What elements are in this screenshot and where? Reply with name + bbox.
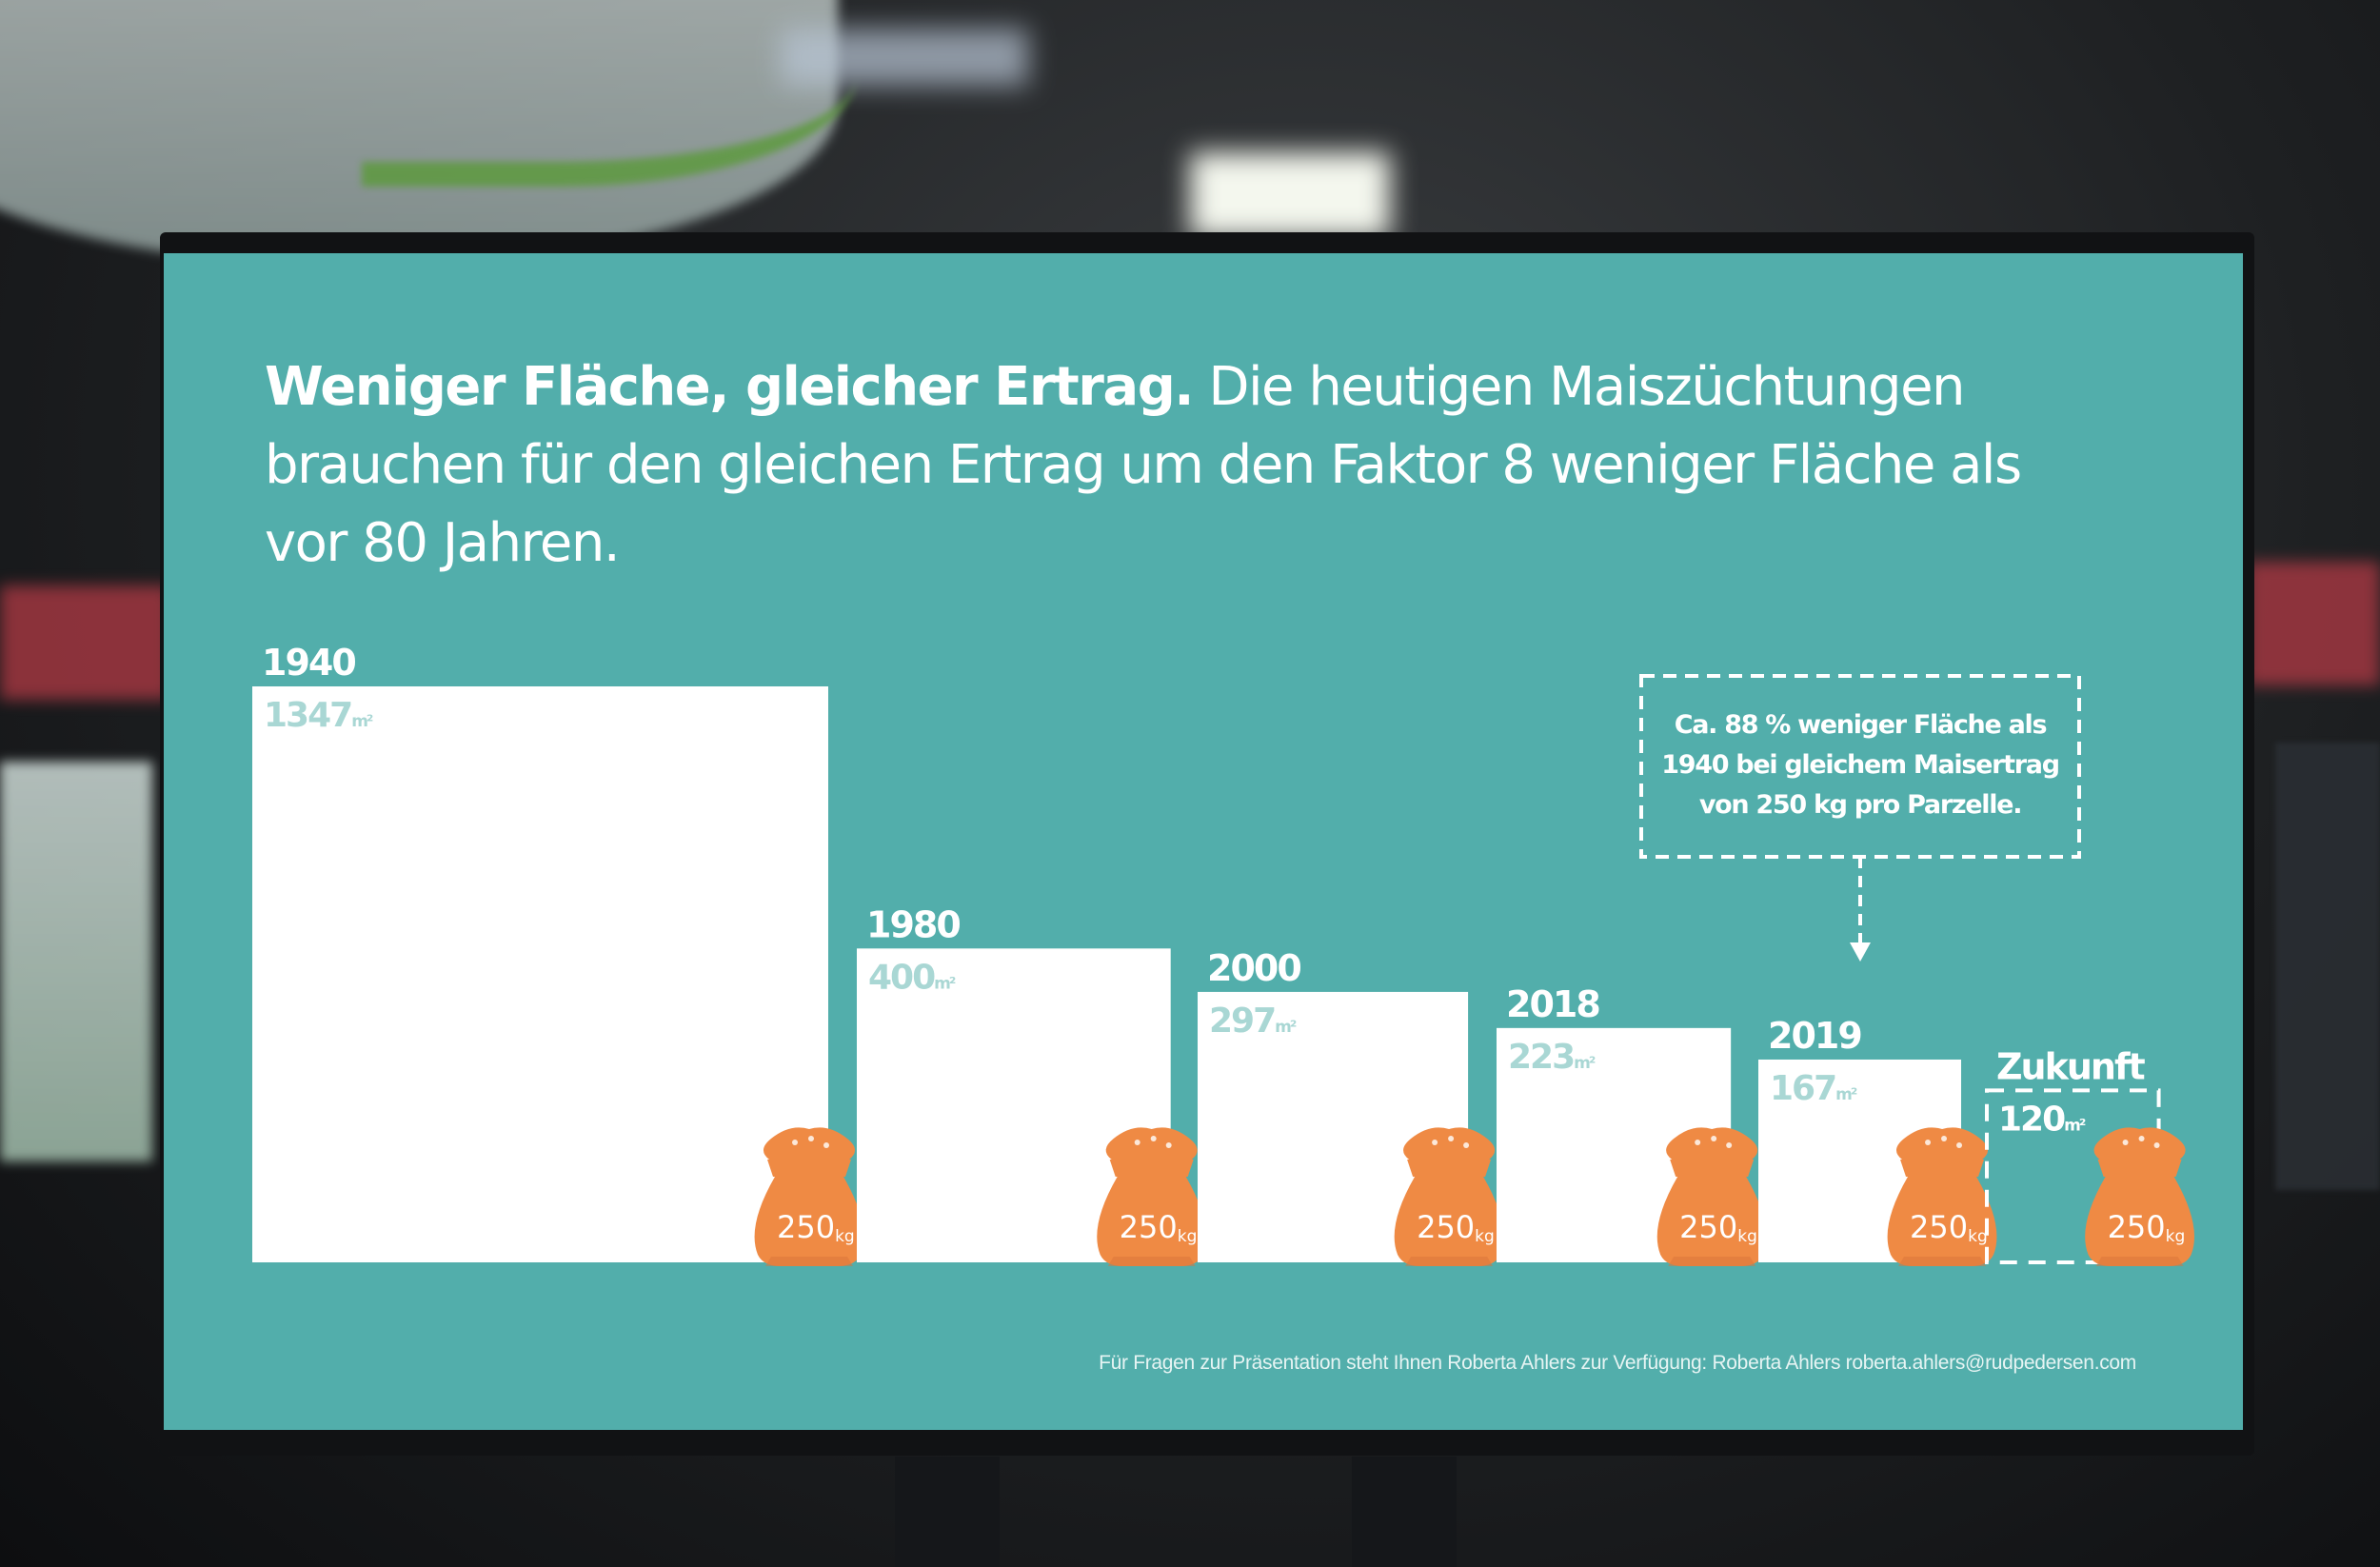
callout-arrow-head <box>1850 942 1871 962</box>
sack-body <box>1394 1177 1504 1266</box>
sack-unit-label: kg <box>1178 1227 1198 1246</box>
sack-value-label: 250kg <box>1417 1209 1495 1246</box>
headline: Weniger Fläche, gleicher Ertrag. Die heu… <box>265 348 2073 583</box>
year-label: 2019 <box>1768 1015 1861 1057</box>
year-label: Zukunft <box>1996 1045 2146 1087</box>
sack-grain <box>1448 1136 1455 1141</box>
year-label: 1980 <box>866 903 960 945</box>
sack-shadow <box>1405 1257 1494 1266</box>
sack-grain <box>1165 1142 1172 1148</box>
sack-unit-label: kg <box>1968 1227 1988 1246</box>
sack-body <box>1097 1177 1207 1266</box>
background-ceiling-light <box>1190 152 1390 238</box>
sack-grain <box>1711 1136 1717 1141</box>
year-label: 1940 <box>262 642 355 684</box>
presentation-slide: Weniger Fläche, gleicher Ertrag. Die heu… <box>164 253 2243 1430</box>
sack-unit-label: kg <box>1475 1227 1495 1246</box>
sack-neck <box>2097 1160 2182 1177</box>
year-label: 2018 <box>1506 983 1599 1025</box>
sack-shadow <box>1898 1257 1987 1266</box>
sack-grain <box>1463 1142 1470 1148</box>
value-label: 120m² <box>1998 1100 2086 1139</box>
sack-shadow <box>1107 1257 1196 1266</box>
sack-top <box>2093 1127 2186 1160</box>
headline-text: Die heutigen Maiszüchtungen brauchen für… <box>265 356 2022 574</box>
sack-shadow <box>1668 1257 1756 1266</box>
monitor-stand-left <box>895 1457 1000 1567</box>
sack-icon: 250kg <box>1394 1127 1504 1266</box>
callout-text-line: Ca. 88 % weniger Fläche als <box>1675 710 2047 740</box>
sack-icon: 250kg <box>754 1127 864 1266</box>
unit-label: m² <box>1835 1085 1857 1104</box>
unit-label: m² <box>2064 1116 2086 1135</box>
sack-shadow <box>2095 1257 2184 1266</box>
unit-label: m² <box>1275 1018 1297 1037</box>
sack-icon: 250kg <box>1097 1127 1207 1266</box>
sack-grain <box>823 1142 829 1148</box>
sack-grain <box>808 1136 814 1141</box>
sack-grain <box>1432 1140 1438 1145</box>
background-screen-left <box>0 762 152 1161</box>
unit-label: m² <box>934 974 956 993</box>
sack-top <box>1895 1127 1989 1160</box>
sack-neck <box>1109 1160 1194 1177</box>
callout-text-line: 1940 bei gleichem Maisertrag <box>1661 750 2058 780</box>
sack-grain <box>1956 1142 1963 1148</box>
sack-body <box>1656 1177 1767 1266</box>
sack-top <box>1403 1127 1496 1160</box>
area-square <box>252 686 828 1262</box>
sack-grain <box>2153 1142 2160 1148</box>
sack-grain <box>792 1140 798 1145</box>
year-label: 2000 <box>1207 947 1300 989</box>
headline-bold: Weniger Fläche, gleicher Ertrag. <box>265 356 1195 418</box>
sack-grain <box>1150 1136 1157 1141</box>
sack-grain <box>1695 1140 1701 1145</box>
monitor-stand-right <box>1352 1457 1457 1567</box>
sack-grain <box>2138 1136 2145 1141</box>
sack-grain <box>1925 1140 1932 1145</box>
sack-value-label: 250kg <box>1910 1209 1988 1246</box>
sack-top <box>763 1127 856 1160</box>
sack-top <box>1666 1127 1758 1160</box>
background-red-panel-left <box>0 585 171 700</box>
sack-body <box>754 1177 864 1266</box>
sack-unit-label: kg <box>835 1227 855 1246</box>
sack-grain <box>1134 1140 1140 1145</box>
sack-top <box>1105 1127 1198 1160</box>
sack-grain <box>1726 1142 1733 1148</box>
unit-label: m² <box>351 712 373 731</box>
footer-contact: Für Fragen zur Präsentation steht Ihnen … <box>1099 1352 2136 1374</box>
background-screen-right <box>2275 743 2380 1190</box>
area-chart: 19401347m²250kg1980400m²250kg2000297m²25… <box>252 642 2195 1266</box>
sack-grain <box>1941 1136 1948 1141</box>
sack-icon: 250kg <box>1656 1127 1767 1266</box>
callout-text-line: von 250 kg pro Parzelle. <box>1699 790 2021 820</box>
sack-neck <box>767 1160 851 1177</box>
sack-unit-label: kg <box>2166 1227 2186 1246</box>
sack-icon: 250kg <box>1887 1127 1997 1266</box>
sack-grain <box>2122 1140 2129 1145</box>
sack-neck <box>1670 1160 1755 1177</box>
sack-neck <box>1407 1160 1492 1177</box>
background-red-panel-right <box>2247 562 2380 685</box>
unit-label: m² <box>1574 1054 1596 1073</box>
sack-body <box>2085 1177 2195 1266</box>
sack-body <box>1887 1177 1997 1266</box>
background-light <box>781 29 1028 86</box>
sack-icon: 250kg <box>2085 1127 2195 1266</box>
sack-unit-label: kg <box>1737 1227 1757 1246</box>
sack-neck <box>1900 1160 1985 1177</box>
sack-shadow <box>765 1257 853 1266</box>
